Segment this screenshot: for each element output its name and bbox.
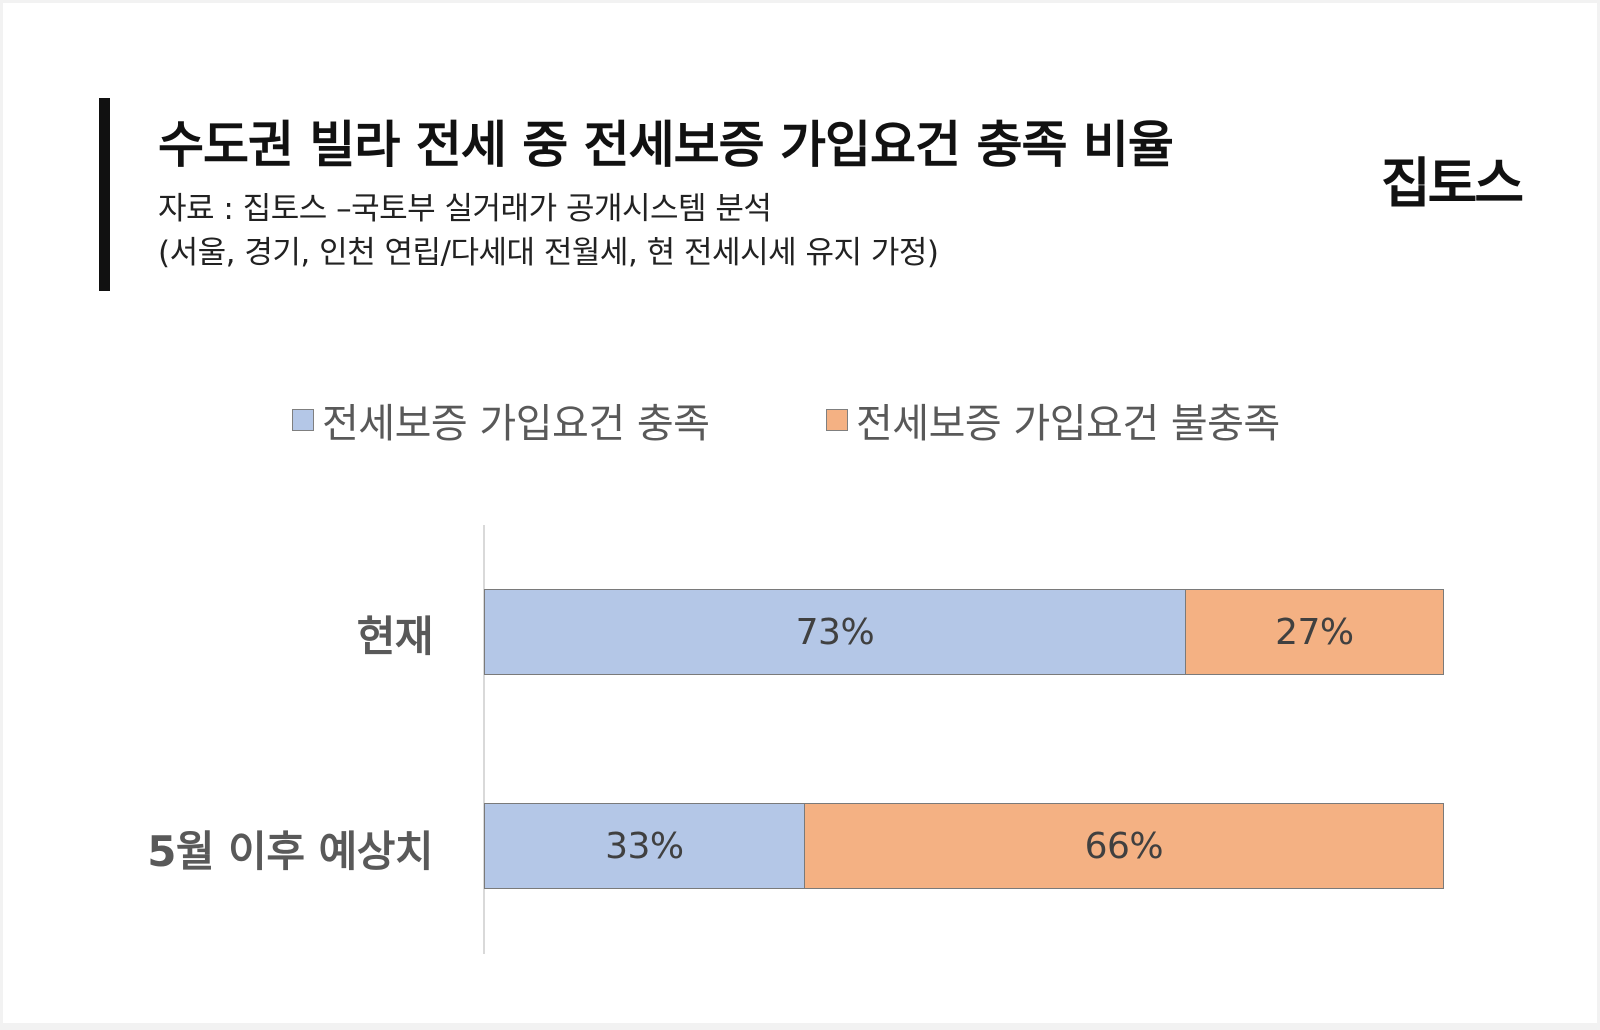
legend-swatch-blue-icon [292,409,314,431]
bar-segment-met: 33% [484,803,804,889]
data-label: 27% [1275,611,1354,653]
data-label: 33% [605,825,684,867]
data-label: 66% [1084,825,1164,867]
legend-label: 전세보증 가입요건 충족 [322,401,710,447]
brand-logo: 집토스 [1381,152,1524,215]
data-label: 73% [795,611,875,653]
bar-row-current: 73% 27% [484,589,1444,675]
bar-segment-unmet: 66% [803,803,1444,889]
assumption-note: (서울, 경기, 인천 연립/다세대 전월세, 현 전세시세 유지 가정) [158,235,939,271]
title-accent-bar [99,98,110,291]
chart-legend: 전세보증 가입요건 충족 전세보증 가입요건 불충족 [3,391,1600,447]
bar-segment-unmet: 27% [1184,589,1444,675]
chart-card: 수도권 빌라 전세 중 전세보증 가입요건 충족 비율 자료 : 집토스 –국토… [3,3,1597,1023]
category-label: 현재 [356,612,434,661]
bar-segment-met: 73% [484,589,1185,675]
legend-swatch-orange-icon [826,409,848,431]
chart-title: 수도권 빌라 전세 중 전세보증 가입요건 충족 비율 [158,116,1174,174]
category-axis-line [483,525,485,954]
legend-item-met: 전세보증 가입요건 충족 [292,391,710,449]
legend-label: 전세보증 가입요건 불충족 [856,401,1280,447]
legend-item-unmet: 전세보증 가입요건 불충족 [826,391,1280,449]
bar-row-forecast: 33% 66% [484,803,1444,889]
category-label: 5월 이후 예상치 [147,827,433,876]
source-note: 자료 : 집토스 –국토부 실거래가 공개시스템 분석 [158,191,772,227]
